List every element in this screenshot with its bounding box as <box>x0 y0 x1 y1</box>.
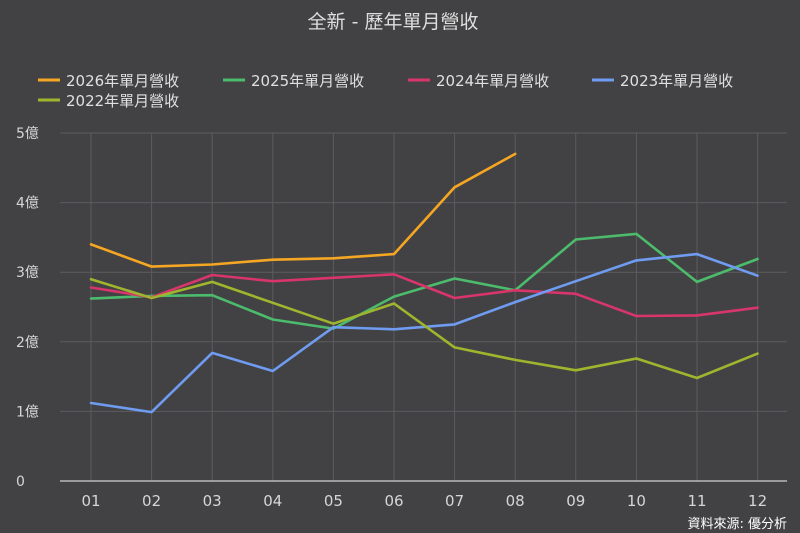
x-axis: 01 02 03 04 05 06 07 08 09 10 11 12 <box>60 480 787 510</box>
series-line-2 <box>89 232 759 330</box>
legend-label: 2022年單月營收 <box>66 92 179 110</box>
y-tick-label: 5億 <box>16 126 39 142</box>
legend-label: 2025年單月營收 <box>251 72 364 90</box>
series-line-1 <box>89 152 517 268</box>
x-tick-label: 04 <box>263 492 282 510</box>
y-tick-label: 0 <box>16 474 25 490</box>
y-tick-label: 4億 <box>16 196 39 212</box>
x-tick-label: 01 <box>81 492 100 510</box>
legend: 2026年單月營收 2025年單月營收 2024年單月營收 2023年單月營收 2022… <box>38 72 733 110</box>
x-tick-label: 11 <box>687 492 706 510</box>
series-line-5 <box>89 277 759 380</box>
legend-label: 2026年單月營收 <box>66 72 179 90</box>
x-tick-label: 07 <box>445 492 464 510</box>
chart-title: 全新 - 歷年單月營收 <box>308 11 479 33</box>
legend-label: 2023年單月營收 <box>620 72 733 90</box>
y-tick-label: 1億 <box>16 404 39 420</box>
series-line-4 <box>89 252 759 414</box>
series-layer <box>89 152 759 414</box>
x-tick-label: 06 <box>384 492 403 510</box>
series-line-3 <box>89 273 759 318</box>
y-tick-label: 3億 <box>16 265 39 281</box>
x-tick-label: 03 <box>203 492 222 510</box>
x-tick-label: 12 <box>748 492 767 510</box>
source-note: 資料來源: 優分析 <box>687 517 787 532</box>
y-tick-label: 2億 <box>16 335 39 351</box>
x-tick-label: 08 <box>506 492 525 510</box>
x-tick-label: 09 <box>566 492 585 510</box>
x-tick-label: 10 <box>627 492 646 510</box>
legend-label: 2024年單月營收 <box>436 72 549 90</box>
gridlines <box>60 132 787 481</box>
x-tick-label: 05 <box>324 492 343 510</box>
x-tick-label: 02 <box>142 492 161 510</box>
y-axis: 0 1億 2億 3億 4億 5億 <box>16 126 39 490</box>
